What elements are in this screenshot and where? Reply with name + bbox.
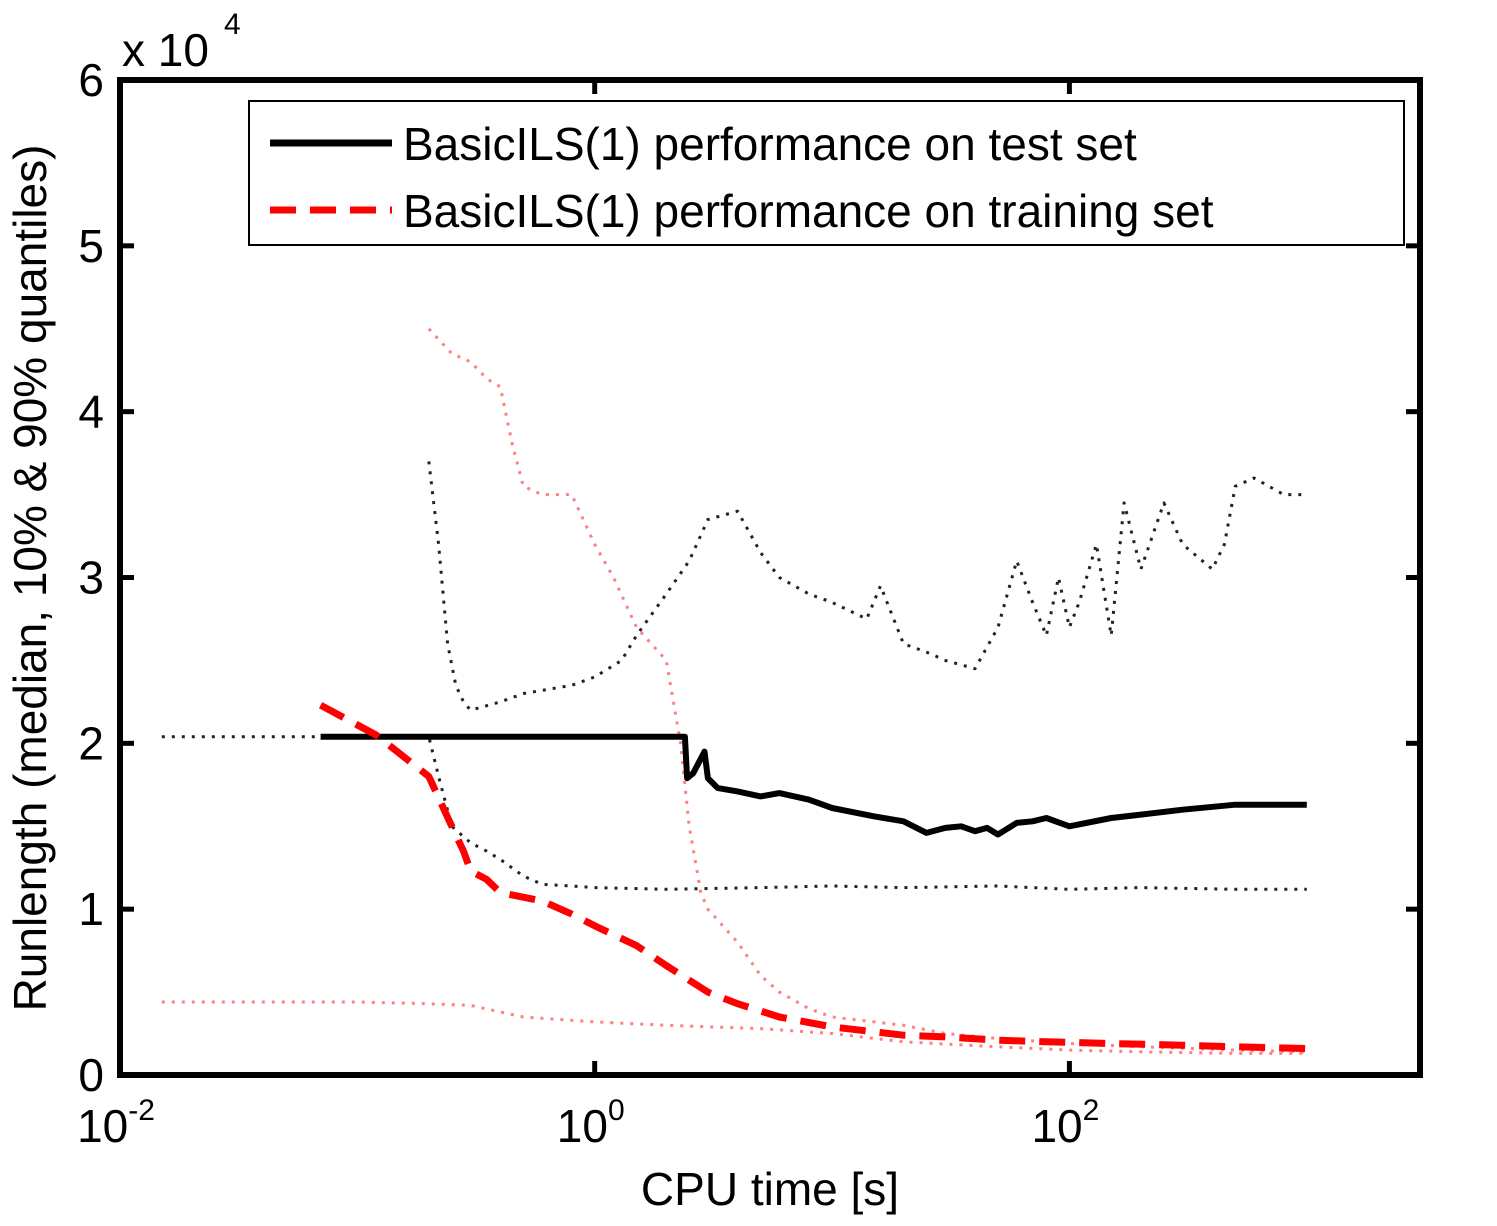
y-tick-label-5: 5 (78, 220, 104, 272)
y-tick-label-3: 3 (78, 552, 104, 604)
ticks-layer: 0 1 2 3 4 5 6 10-2 100 102 (77, 54, 1420, 1152)
x-tick-label-2: 102 (1031, 1094, 1099, 1152)
y-tick-label-2: 2 (78, 717, 104, 769)
legend: BasicILS(1) performance on test set Basi… (248, 100, 1405, 246)
y-tick-label-1: 1 (78, 883, 104, 935)
series-line-0 (320, 733, 1307, 838)
legend-label-test: BasicILS(1) performance on test set (403, 118, 1137, 170)
series-line-1 (318, 702, 1307, 1052)
series-line-5 (161, 1000, 1307, 1055)
y-tick-label-4: 4 (78, 386, 104, 438)
y-multiplier-exponent: 4 (224, 8, 241, 41)
legend-label-training: BasicILS(1) performance on training set (403, 185, 1214, 237)
x-tick-label-1: 100 (557, 1094, 625, 1152)
legend-box (248, 100, 1405, 246)
x-axis-label: CPU time [s] (641, 1163, 899, 1215)
series-layer (161, 327, 1307, 1055)
y-multiplier-base: x 10 (122, 24, 209, 76)
x-tick-label-0: 10-2 (77, 1094, 155, 1152)
y-tick-label-6: 6 (78, 54, 104, 106)
y-multiplier: x 10 4 (122, 8, 241, 76)
y-tick-label-0: 0 (78, 1049, 104, 1101)
y-axis-label: Runlength (median, 10% & 90% quantiles) (4, 145, 56, 1012)
series-line-3 (161, 735, 1307, 891)
